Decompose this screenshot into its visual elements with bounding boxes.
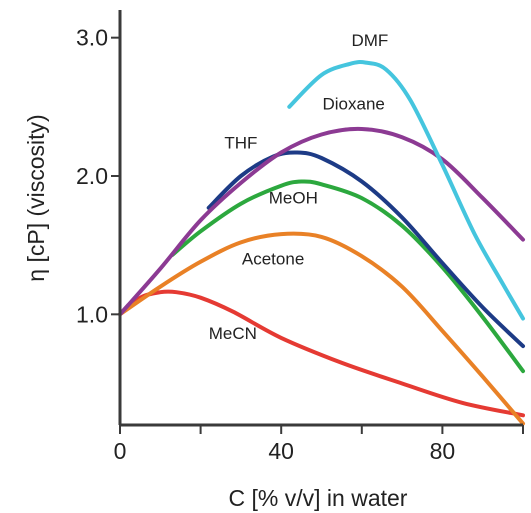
series-label-meoh: MeOH xyxy=(269,189,318,208)
series-line-dioxane xyxy=(118,126,525,317)
series-label-dioxane: Dioxane xyxy=(323,95,385,114)
series-layer xyxy=(118,60,525,426)
y-tick-label: 1.0 xyxy=(76,301,108,327)
x-tick-label: 40 xyxy=(268,438,294,464)
ticks-layer: 0 40 80 1.0 2.0 3.0 xyxy=(76,25,524,464)
series-line-mecn xyxy=(118,289,525,418)
series-line-meoh xyxy=(170,179,525,374)
series-label-mecn: MeCN xyxy=(209,324,257,343)
y-tick-label: 2.0 xyxy=(76,163,108,189)
series-line-acetone xyxy=(118,231,525,426)
y-axis-title: η [cP] (viscosity) xyxy=(23,114,49,281)
labels-layer: MeCN Acetone MeOH THF Dioxane DMF xyxy=(209,31,389,343)
x-axis-title: C [% v/v] in water xyxy=(229,485,408,511)
series-line-dmf xyxy=(287,60,525,321)
x-tick-label: 0 xyxy=(114,438,127,464)
series-label-dmf: DMF xyxy=(351,31,388,50)
series-label-acetone: Acetone xyxy=(242,250,304,269)
y-tick-label: 3.0 xyxy=(76,25,108,51)
axes-layer xyxy=(118,10,523,427)
x-tick-label: 80 xyxy=(430,438,456,464)
series-line-thf xyxy=(206,150,525,349)
series-label-thf: THF xyxy=(224,133,257,152)
